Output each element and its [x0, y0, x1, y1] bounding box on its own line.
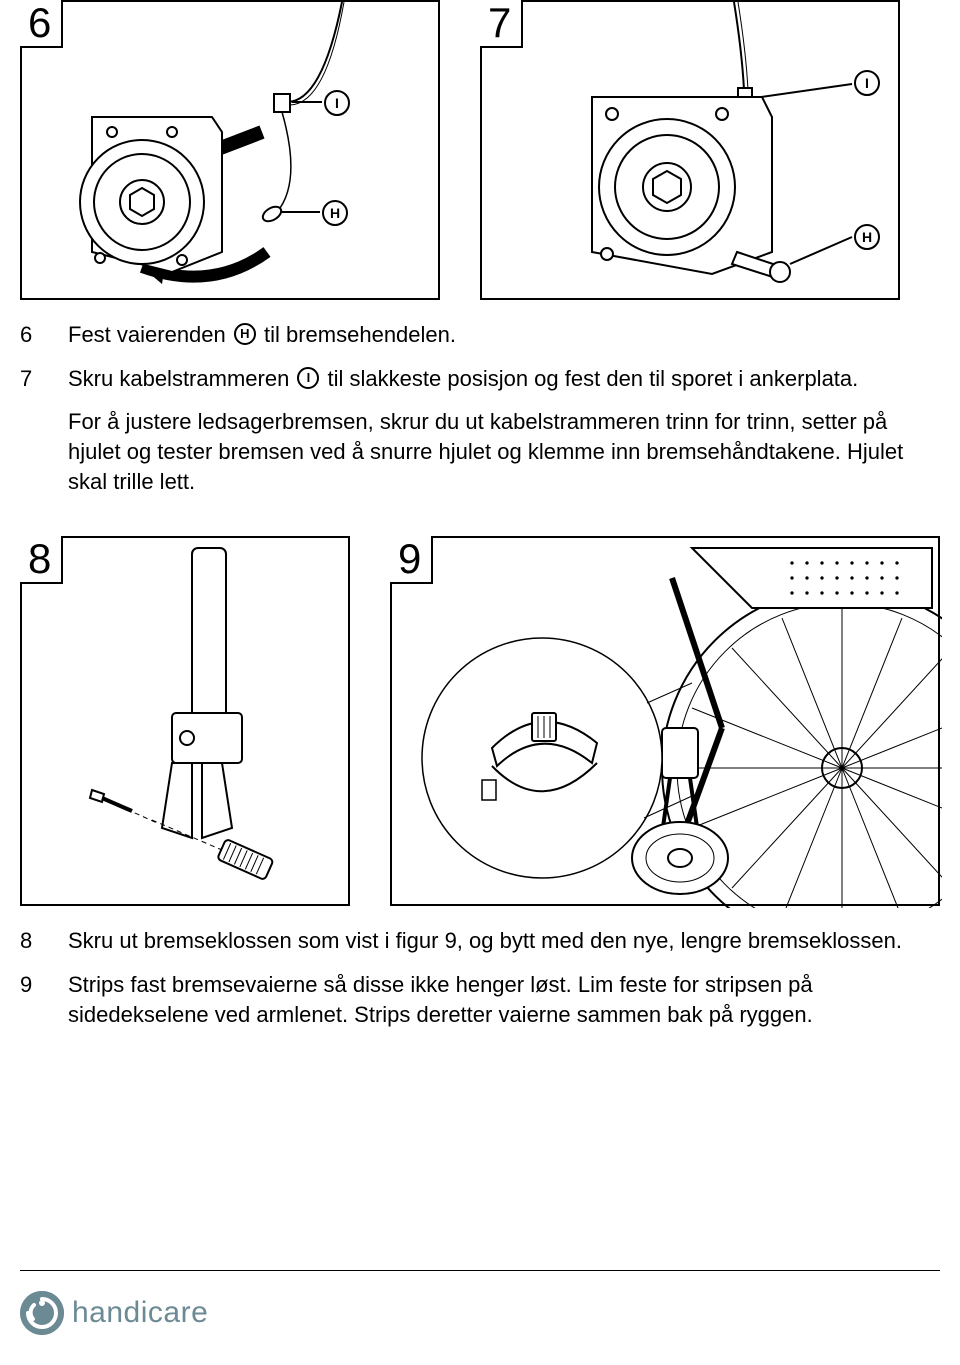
inline-callout-H: H — [234, 323, 256, 345]
figure-row-1: 6 — [20, 0, 940, 300]
page: 6 — [0, 0, 960, 1030]
step-number: 7 — [20, 364, 44, 394]
brand-name: handicare — [72, 1296, 208, 1330]
callout-I: I — [324, 90, 350, 116]
step-number: 8 — [20, 926, 44, 956]
step-body: Skru ut bremseklossen som vist i figur 9… — [68, 926, 940, 956]
inline-callout-I: I — [297, 367, 319, 389]
footer: handicare — [20, 1270, 940, 1335]
instructions-block-1: 6 Fest vaierenden H til bremsehendelen. 7S… — [20, 320, 940, 496]
figure-8-diagram — [22, 538, 352, 908]
callout-H: H — [854, 224, 880, 250]
figure-row-2: 8 — [20, 536, 940, 906]
instruction-step: 8 Skru ut bremseklossen som vist i figur … — [20, 926, 940, 956]
figure-9: 9 — [390, 536, 940, 906]
step-number: 9 — [20, 970, 44, 1029]
figure-7: 7 — [480, 0, 900, 300]
step-body: Strips fast bremsevaierne så disse ikke … — [68, 970, 940, 1029]
step-body: Fest vaierenden H til bremsehendelen. — [68, 320, 940, 350]
figure-6-diagram — [22, 2, 442, 302]
step-body: Skru kabelstrammeren I til slakkeste pos… — [68, 364, 940, 394]
callout-I: I — [854, 70, 880, 96]
instruction-step: 6 Fest vaierenden H til bremsehendelen. — [20, 320, 940, 350]
figure-6: 6 — [20, 0, 440, 300]
figure-9-diagram — [392, 538, 942, 908]
instruction-step: 9 Strips fast bremsevaierne så disse ikke… — [20, 970, 940, 1029]
instructions-block-2: 8 Skru ut bremseklossen som vist i figur … — [20, 926, 940, 1029]
instruction-step: 7 Skru kabelstrammeren I til slakkeste po… — [20, 364, 940, 394]
figure-8: 8 — [20, 536, 350, 906]
brand-logo-icon — [20, 1291, 64, 1335]
step-number: 6 — [20, 320, 44, 350]
paragraph: For å justere ledsagerbremsen, skrur du … — [68, 407, 940, 496]
figure-7-diagram — [482, 2, 902, 302]
callout-H: H — [322, 200, 348, 226]
